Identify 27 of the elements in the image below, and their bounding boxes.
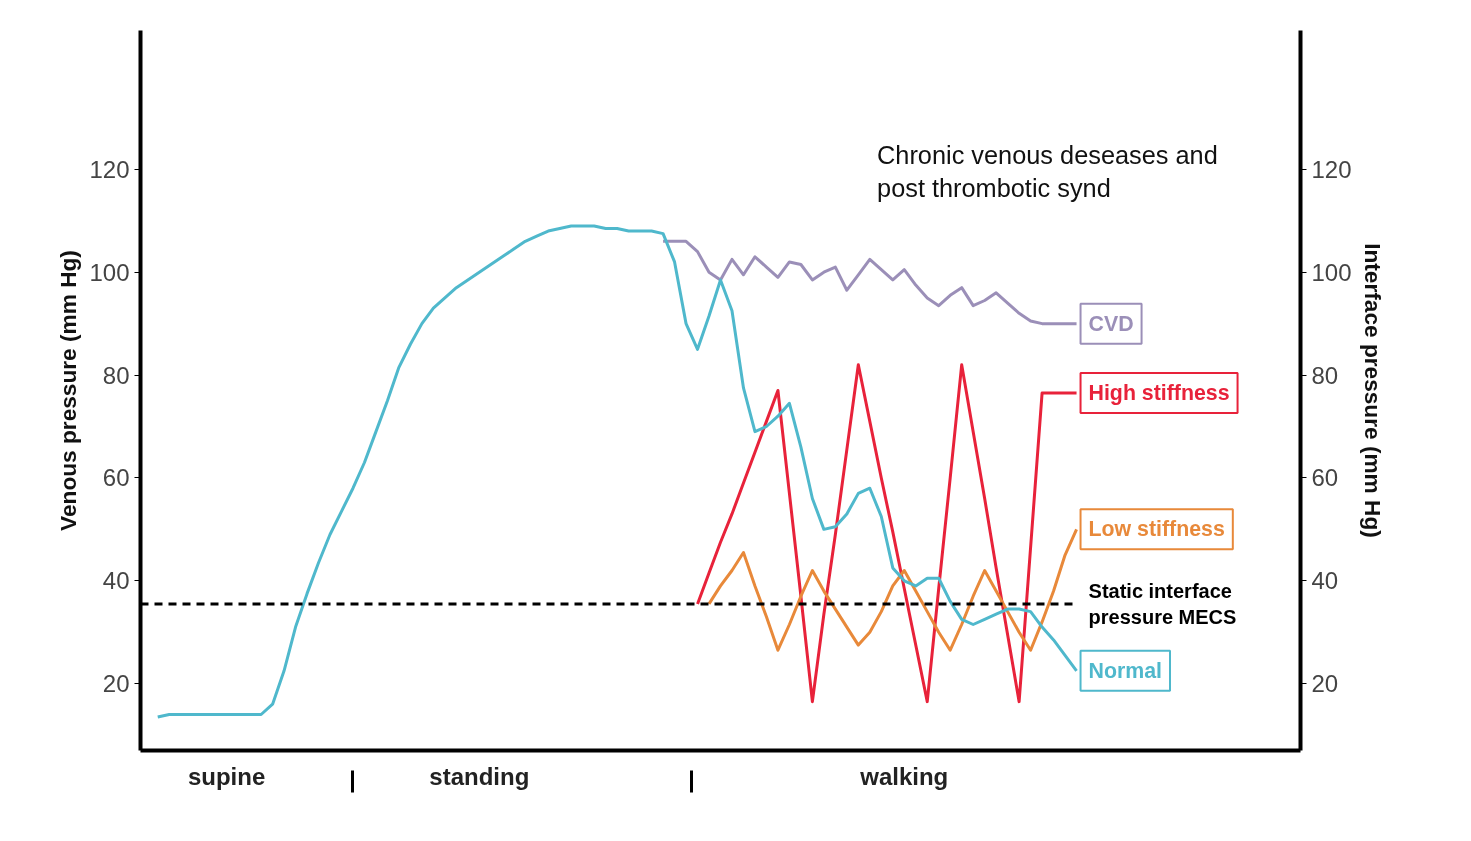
x-tick-label: standing: [429, 762, 530, 790]
x-tick-label: walking: [859, 762, 949, 790]
y-tick-label: 20: [102, 670, 130, 698]
series-label: CVD: [1088, 311, 1134, 336]
line-series: [696, 363, 1079, 704]
y-tick-label: 120: [89, 155, 130, 183]
series-label: Low stiffness: [1088, 517, 1225, 542]
y-tick-label: 60: [102, 464, 130, 492]
y-tick-label: 40: [102, 567, 130, 595]
y2-tick-label: 60: [1311, 464, 1339, 492]
ref-line-label: Static interface pressure MECS: [1088, 579, 1237, 629]
series-label: Normal: [1088, 658, 1163, 683]
y2-tick-label: 80: [1311, 361, 1339, 389]
y2-tick-label: 120: [1311, 155, 1352, 183]
y2-axis-title: Interface pressure (mm Hg): [1359, 243, 1386, 538]
series-label: High stiffness: [1088, 381, 1230, 406]
x-tick-label: supine: [187, 762, 266, 790]
line-series: [661, 239, 1079, 326]
annotation: Chronic venous deseases and post thrombotic synd: [877, 140, 1218, 203]
y2-tick-label: 100: [1311, 258, 1352, 286]
y-tick-label: 80: [102, 361, 130, 389]
line-series: [156, 224, 1079, 719]
y-axis-title: Venous pressure (mm Hg): [55, 250, 82, 531]
y-tick-label: 100: [89, 258, 130, 286]
y2-tick-label: 40: [1311, 567, 1339, 595]
line-series: [707, 527, 1079, 652]
y2-tick-label: 20: [1311, 670, 1339, 698]
